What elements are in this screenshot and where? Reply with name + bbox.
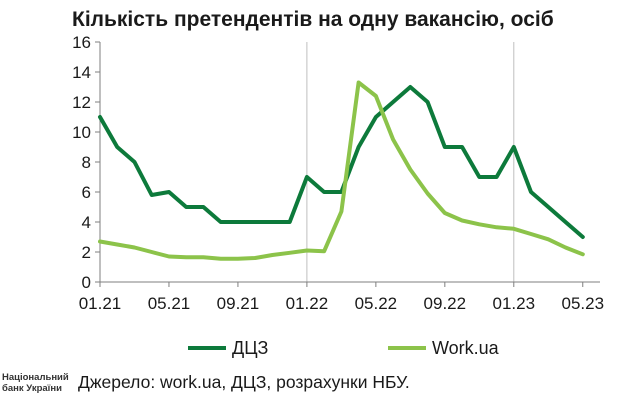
series-lines [98,80,585,261]
chart-title: Кількість претендентів на одну вакансію,… [72,8,554,31]
y-tick-label: 10 [72,123,91,142]
x-tick-label: 01.22 [286,294,329,313]
y-tick-label: 4 [82,213,91,232]
x-tick-label: 01.21 [79,294,122,313]
legend: ДЦЗ Work.ua [188,338,500,358]
y-tick-label: 12 [72,93,91,112]
logo-line-2: банк України [2,383,62,394]
series-line-workua [98,80,585,261]
x-tick-label: 05.23 [561,294,604,313]
legend-label-workua: Work.ua [432,338,500,358]
x-tick-label: 01.23 [493,294,536,313]
x-tick-label: 05.22 [355,294,398,313]
logo-line-1: Національний [2,372,69,383]
y-tick-label: 0 [82,273,91,292]
series-line-dcz [98,85,585,239]
x-tick-labels: 01.21 05.21 09.21 01.22 05.22 09.22 01.23 05.23 [79,282,604,313]
y-tick-label: 14 [72,63,91,82]
y-tick-labels: 0 2 4 6 8 10 12 14 16 [72,33,100,292]
y-tick-label: 6 [82,183,91,202]
grid-lines [306,42,515,282]
y-tick-label: 8 [82,153,91,172]
source-note: Джерело: work.ua, ДЦЗ, розрахунки НБУ. [78,372,410,392]
y-tick-label: 16 [72,33,91,52]
x-tick-label: 09.22 [424,294,467,313]
y-tick-label: 2 [82,243,91,262]
x-tick-label: 05.21 [148,294,191,313]
x-tick-label: 09.21 [217,294,260,313]
nbu-logo-text: Національний банк України [2,372,69,394]
legend-label-dcz: ДЦЗ [232,338,268,358]
